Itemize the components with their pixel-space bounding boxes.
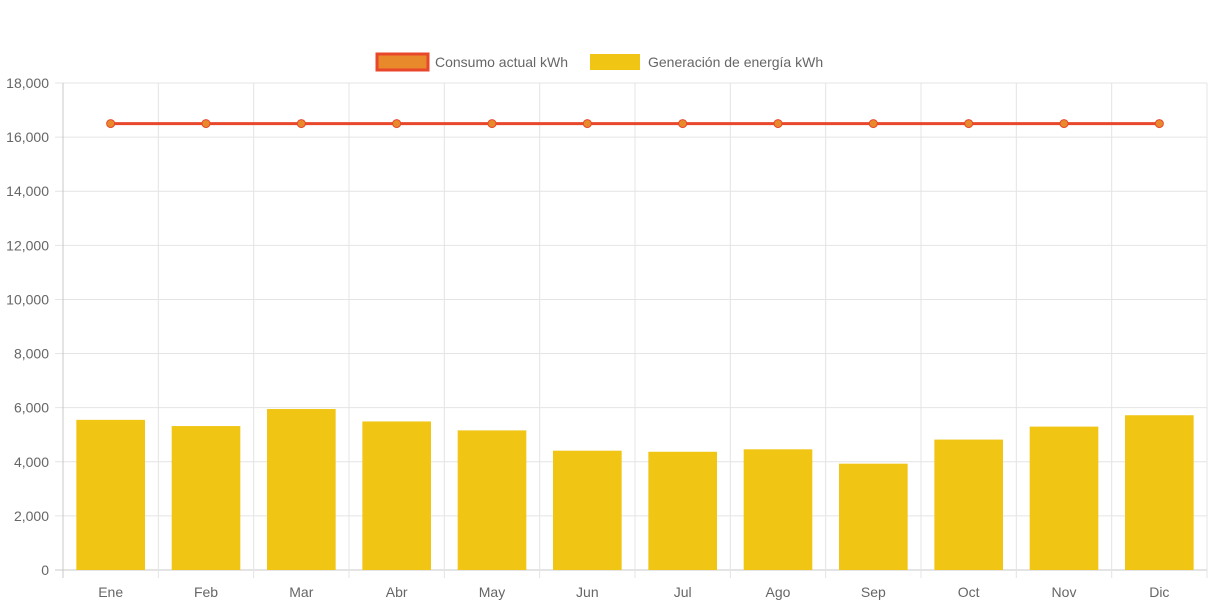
- point-may: [487, 119, 497, 129]
- y-tick-label: 18,000: [6, 75, 49, 91]
- y-tick-label: 8,000: [14, 346, 49, 362]
- bar-abr: [362, 421, 431, 570]
- point-sep: [868, 119, 878, 129]
- y-tick-label: 14,000: [6, 183, 49, 199]
- x-tick-label: Jul: [674, 584, 692, 600]
- bar-series: [76, 409, 1194, 570]
- y-tick-label: 2,000: [14, 508, 49, 524]
- x-tick-label: Jun: [576, 584, 599, 600]
- x-tick-label: Abr: [386, 584, 408, 600]
- y-tick-label: 6,000: [14, 400, 49, 416]
- x-tick-label: Sep: [861, 584, 886, 600]
- legend-swatch-generacion: [590, 54, 640, 70]
- point-dic: [1154, 119, 1164, 129]
- x-tick-label: Ene: [98, 584, 123, 600]
- legend-item-consumo[interactable]: Consumo actual kWh: [375, 52, 568, 72]
- point-ene: [106, 119, 116, 129]
- bar-nov: [1029, 426, 1099, 570]
- grid: [55, 82, 1208, 578]
- point-nov: [1059, 119, 1069, 129]
- axes: 0 2,000 4,000 6,000 8,000 10,000 12,000 14,000 1…: [6, 75, 1169, 600]
- bar-may: [457, 430, 527, 570]
- legend-label-consumo: Consumo actual kWh: [435, 54, 568, 70]
- point-jun: [582, 119, 592, 129]
- x-tick-label: Feb: [194, 584, 218, 600]
- point-mar: [296, 119, 306, 129]
- bar-dic: [1125, 415, 1194, 570]
- x-tick-label: Mar: [289, 584, 313, 600]
- bar-ene: [76, 419, 145, 570]
- bar-oct: [934, 439, 1003, 570]
- bar-jun: [553, 450, 622, 570]
- bar-sep: [839, 463, 908, 570]
- y-tick-label: 4,000: [14, 454, 49, 470]
- legend-item-generacion[interactable]: Generación de energía kWh: [590, 54, 823, 70]
- point-feb: [201, 119, 211, 129]
- y-tick-label: 10,000: [6, 291, 49, 307]
- x-tick-label: Ago: [766, 584, 791, 600]
- x-tick-label: May: [479, 584, 505, 600]
- y-tick-label: 12,000: [6, 237, 49, 253]
- x-tick-label: Oct: [958, 584, 980, 600]
- y-tick-label: 0: [41, 562, 49, 578]
- legend-swatch-consumo: [375, 52, 430, 72]
- legend-label-generacion: Generación de energía kWh: [648, 54, 823, 70]
- bar-feb: [171, 426, 241, 570]
- x-tick-label: Nov: [1052, 584, 1077, 600]
- point-abr: [392, 119, 402, 129]
- legend: Consumo actual kWh Generación de energía…: [375, 52, 823, 72]
- point-ago: [773, 119, 783, 129]
- y-tick-label: 16,000: [6, 129, 49, 145]
- bar-ago: [743, 449, 813, 570]
- point-jul: [678, 119, 688, 129]
- point-oct: [964, 119, 974, 129]
- x-tick-label: Dic: [1149, 584, 1169, 600]
- bar-jul: [648, 451, 717, 570]
- bar-mar: [267, 409, 336, 570]
- line-series: [106, 119, 1164, 129]
